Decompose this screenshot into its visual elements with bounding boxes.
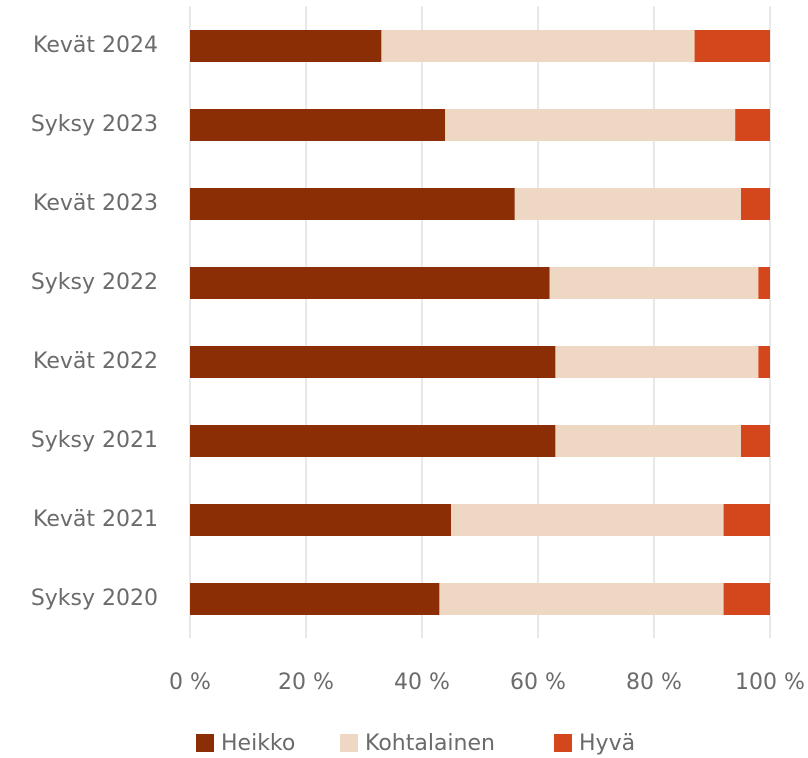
x-tick-label: 100 % bbox=[735, 670, 805, 695]
y-tick-label: Kevät 2022 bbox=[33, 349, 158, 374]
bar-segment bbox=[190, 30, 382, 62]
bar-segment bbox=[439, 583, 724, 615]
bar-segment bbox=[758, 267, 770, 299]
legend-label: Heikko bbox=[221, 731, 295, 756]
y-tick-label: Kevät 2024 bbox=[33, 33, 158, 58]
bar-segment bbox=[190, 504, 451, 536]
y-tick-label: Syksy 2023 bbox=[31, 112, 158, 137]
bar-segment bbox=[381, 30, 695, 62]
bar-segment bbox=[445, 109, 736, 141]
bar-segment bbox=[555, 346, 759, 378]
bar-segment bbox=[514, 188, 741, 220]
bar-segment bbox=[190, 425, 556, 457]
x-tick-label: 60 % bbox=[510, 670, 566, 695]
x-tick-label: 80 % bbox=[626, 670, 682, 695]
bar-segment bbox=[451, 504, 724, 536]
y-tick-label: Kevät 2021 bbox=[33, 507, 158, 532]
bar-segment bbox=[758, 346, 770, 378]
x-tick-label: 0 % bbox=[169, 670, 211, 695]
bar-segment bbox=[555, 425, 741, 457]
y-tick-label: Kevät 2023 bbox=[33, 191, 158, 216]
bar-segment bbox=[190, 188, 515, 220]
bar-segment bbox=[741, 188, 770, 220]
x-tick-label: 40 % bbox=[394, 670, 450, 695]
bar-segment bbox=[694, 30, 770, 62]
legend-swatch bbox=[554, 734, 572, 752]
bar-segment bbox=[735, 109, 770, 141]
bar-segment bbox=[190, 346, 556, 378]
x-tick-label: 20 % bbox=[278, 670, 334, 695]
bar-segment bbox=[190, 583, 440, 615]
y-tick-label: Syksy 2020 bbox=[31, 586, 158, 611]
bar-segment bbox=[549, 267, 759, 299]
y-tick-label: Syksy 2021 bbox=[31, 428, 158, 453]
y-tick-label: Syksy 2022 bbox=[31, 270, 158, 295]
legend-label: Kohtalainen bbox=[365, 731, 495, 756]
legend-swatch bbox=[340, 734, 358, 752]
legend-label: Hyvä bbox=[579, 731, 635, 756]
legend-swatch bbox=[196, 734, 214, 752]
bar-segment bbox=[723, 583, 770, 615]
bar-segment bbox=[741, 425, 770, 457]
bar-segment bbox=[190, 109, 446, 141]
bar-segment bbox=[723, 504, 770, 536]
bar-segment bbox=[190, 267, 550, 299]
